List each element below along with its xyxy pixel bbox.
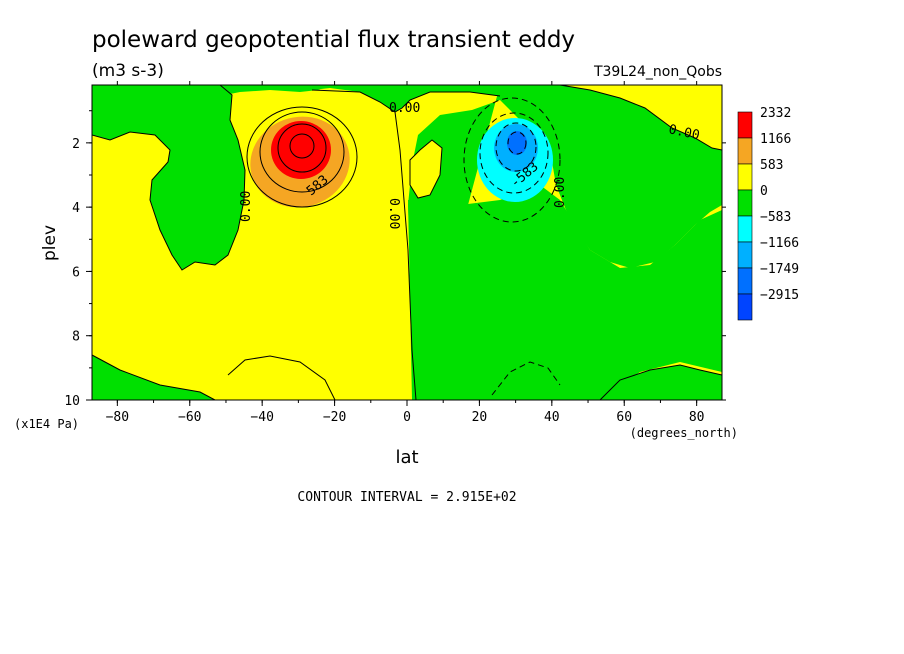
y-tick-label: 8: [72, 330, 80, 345]
legend-swatch: [737, 215, 753, 243]
legend-label: 2332: [760, 106, 791, 121]
contour-label: 0.00: [386, 198, 401, 229]
x-tick-label: 40: [544, 410, 560, 425]
x-axis-units: (degrees_north): [630, 426, 738, 440]
legend-label: 0: [760, 184, 768, 199]
y-tick-label: 4: [72, 201, 80, 216]
chart-units: (m3 s-3): [92, 61, 164, 81]
contour-positive-outer: [246, 106, 358, 208]
contour-label: 0.00: [667, 122, 701, 143]
contour-zero-central: [311, 89, 501, 113]
x-tick-label: 60: [616, 410, 632, 425]
legend-swatch: [737, 111, 753, 139]
contour-positive-mid: [259, 111, 345, 193]
y-axis: 2 4 6 8 10: [64, 110, 726, 409]
contour-label: 0.00: [553, 177, 568, 208]
cell-2332: [286, 128, 318, 164]
x-tick-label: −20: [323, 410, 346, 425]
legend-swatch: [737, 163, 753, 191]
y-axis-units: (x1E4 Pa): [14, 417, 79, 431]
field-negative-region-southwest: [92, 355, 215, 400]
field-positive-island: [410, 140, 442, 198]
y-axis-label: plev: [40, 225, 60, 261]
legend-label: −1166: [760, 236, 799, 251]
x-tick-label: 80: [689, 410, 705, 425]
legend-swatch: [737, 293, 753, 321]
run-label: T39L24_non_Qobs: [593, 64, 722, 80]
chart-title: poleward geopotential flux transient edd…: [92, 27, 575, 53]
x-tick-label: 20: [472, 410, 488, 425]
contour-zero-southeast: [599, 364, 722, 400]
contour-zero-east: [559, 85, 722, 151]
x-tick-label: −40: [250, 410, 273, 425]
contour-zero-south: [92, 354, 216, 400]
x-axis-label: lat: [395, 447, 418, 468]
contour-zero-island: [409, 139, 443, 199]
legend-label: −2915: [760, 288, 799, 303]
contour-negative-outer: [463, 97, 561, 223]
legend-label: −583: [760, 210, 791, 225]
contour-label: 0.00: [239, 191, 254, 222]
legend-label: −1749: [760, 262, 799, 277]
field-negative-region-top: [215, 85, 330, 95]
contour-positive-core: [289, 133, 315, 159]
legend-label: 1166: [760, 132, 791, 147]
x-tick-label: −80: [106, 410, 129, 425]
colorbar-legend: 2332 1166 583 0 −583 −1166 −1749 −2915: [737, 106, 799, 321]
x-axis: −80 −60 −40 −20 0 20 40 60 80: [106, 81, 705, 425]
plot-area: 0.00 0.00 0.00 0.00 0.00 583 -583: [91, 84, 723, 401]
cell-neg-1749: [507, 131, 527, 155]
contour-weak-positive: [227, 355, 336, 400]
contour-zero-west: [92, 85, 246, 271]
y-tick-label: 10: [64, 394, 80, 409]
contour-label: 0.00: [389, 101, 420, 116]
contour-negative-inner: [495, 122, 537, 172]
contour-weak-negative: [491, 361, 561, 396]
field-negative-region-lower: [408, 185, 722, 400]
contour-negative-mid: [479, 112, 549, 194]
contour-positive-inner: [277, 123, 327, 173]
legend-label: 583: [760, 158, 783, 173]
x-tick-label: −60: [178, 410, 201, 425]
legend-swatch: [737, 189, 753, 217]
field-negative-region-central: [408, 85, 722, 400]
contour-interval-note: CONTOUR INTERVAL = 2.915E+02: [297, 490, 516, 505]
y-tick-label: 6: [72, 265, 80, 280]
y-tick-label: 2: [72, 137, 80, 152]
legend-swatch: [737, 267, 753, 295]
legend-swatch: [737, 137, 753, 165]
legend-swatch: [737, 241, 753, 269]
x-tick-label: 0: [403, 410, 411, 425]
field-negative-region-west: [92, 85, 245, 270]
contour-negative-core: [507, 131, 527, 155]
contour-zero-meridian: [394, 111, 417, 400]
